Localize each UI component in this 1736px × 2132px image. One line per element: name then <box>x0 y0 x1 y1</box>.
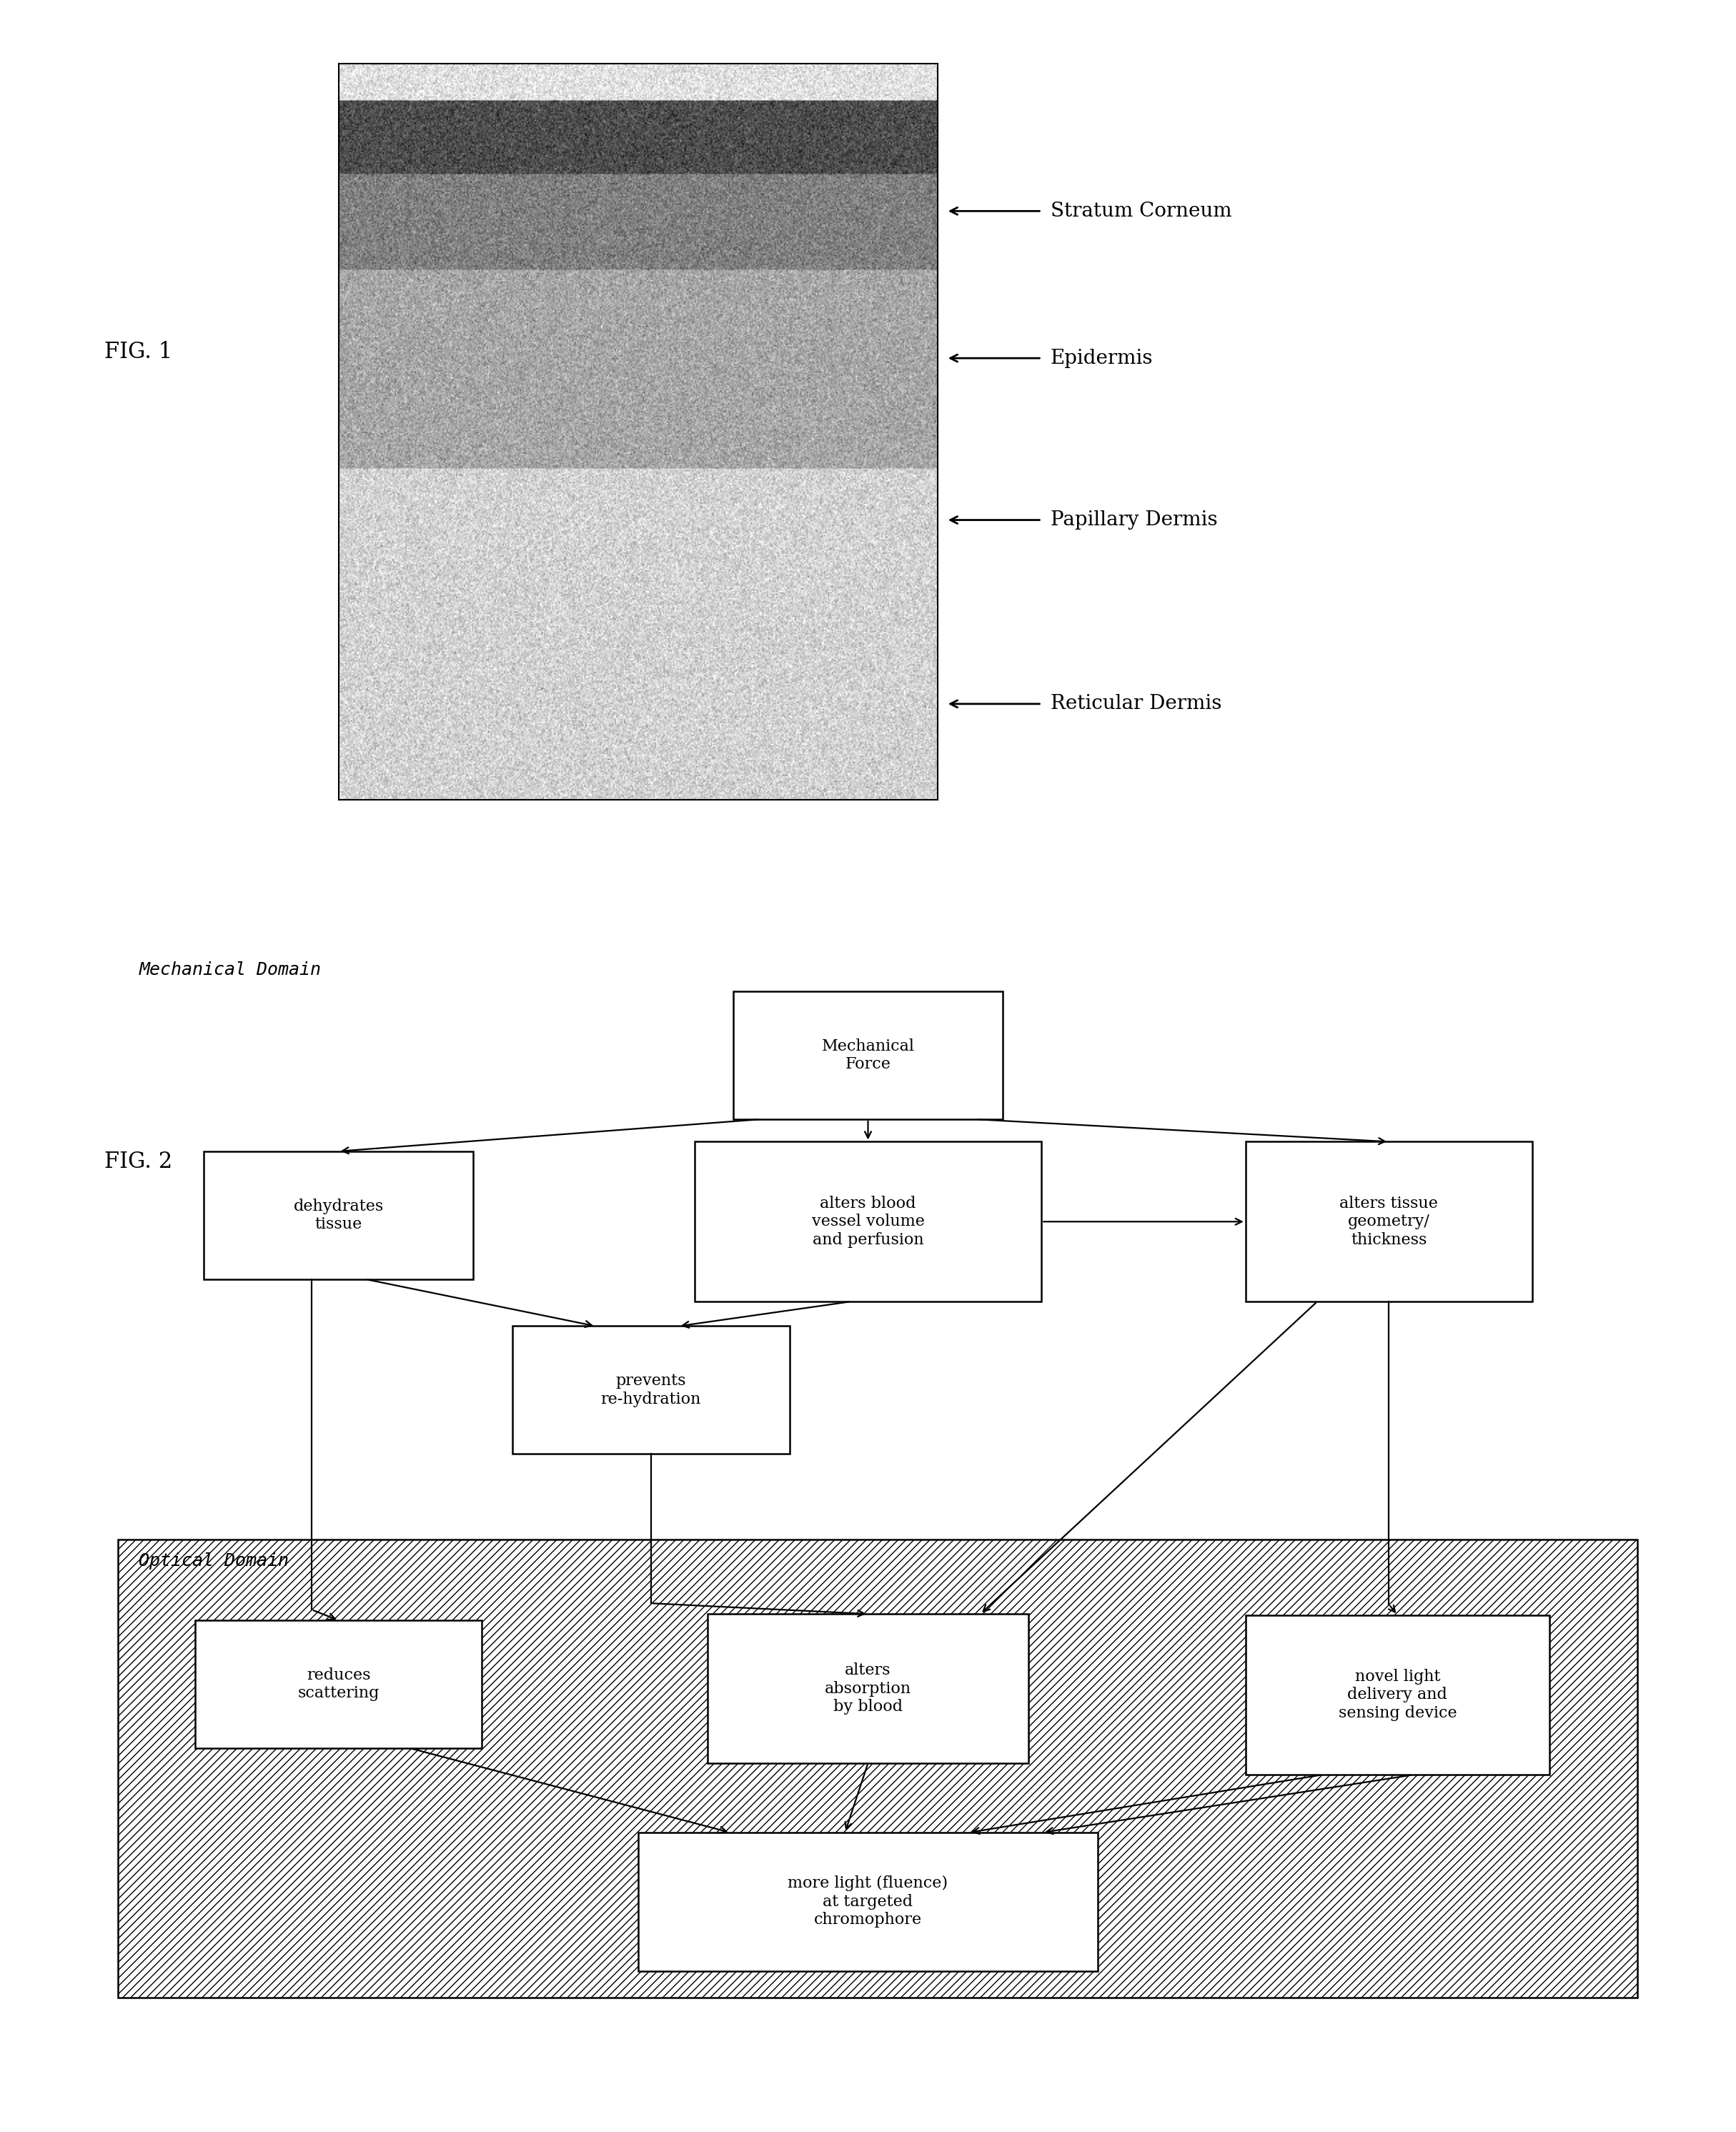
Text: FIG. 2: FIG. 2 <box>104 1151 172 1173</box>
Text: Epidermis: Epidermis <box>1050 348 1153 369</box>
Bar <box>734 991 1003 1119</box>
Bar <box>1246 1616 1550 1774</box>
Text: more light (fluence)
at targeted
chromophore: more light (fluence) at targeted chromop… <box>788 1876 948 1927</box>
Text: prevents
re-hydration: prevents re-hydration <box>601 1373 701 1407</box>
Text: Reticular Dermis: Reticular Dermis <box>1050 695 1222 714</box>
Text: Mechanical
Force: Mechanical Force <box>821 1038 915 1072</box>
Text: Mechanical Domain: Mechanical Domain <box>139 962 321 979</box>
Bar <box>1246 1141 1533 1301</box>
Text: Stratum Corneum: Stratum Corneum <box>1050 200 1231 222</box>
Bar <box>194 1620 483 1748</box>
Text: dehydrates
tissue: dehydrates tissue <box>293 1198 384 1232</box>
Bar <box>512 1326 790 1454</box>
Bar <box>708 1614 1028 1763</box>
Text: alters
absorption
by blood: alters absorption by blood <box>825 1663 911 1714</box>
Text: novel light
delivery and
sensing device: novel light delivery and sensing device <box>1338 1669 1457 1721</box>
Bar <box>205 1151 474 1279</box>
Text: FIG. 1: FIG. 1 <box>104 341 172 362</box>
Text: Papillary Dermis: Papillary Dermis <box>1050 510 1217 529</box>
Text: Optical Domain: Optical Domain <box>139 1552 288 1569</box>
Bar <box>639 1831 1099 1970</box>
Bar <box>694 1141 1042 1301</box>
Bar <box>118 1539 1637 1998</box>
Text: alters tissue
geometry/
thickness: alters tissue geometry/ thickness <box>1340 1196 1437 1247</box>
Text: alters blood
vessel volume
and perfusion: alters blood vessel volume and perfusion <box>812 1196 924 1247</box>
Text: reduces
scattering: reduces scattering <box>297 1667 380 1701</box>
